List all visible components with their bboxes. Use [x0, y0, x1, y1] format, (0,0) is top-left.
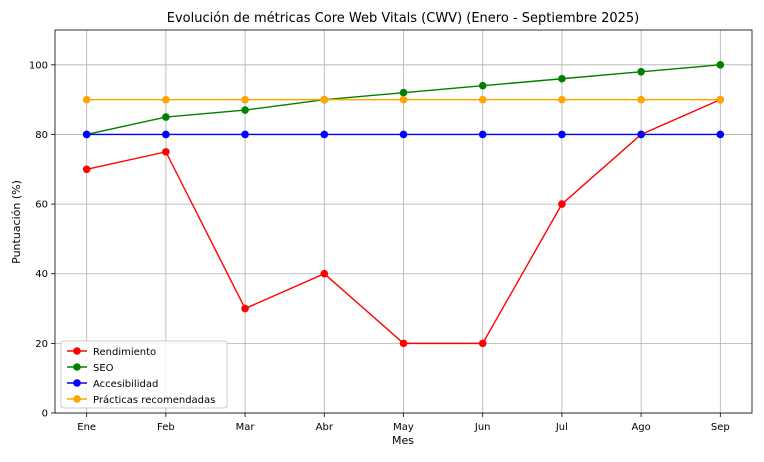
- x-tick-label: Jun: [474, 422, 491, 433]
- data-point: [241, 304, 249, 313]
- x-tick-label: Ago: [631, 422, 650, 433]
- y-tick-label: 40: [35, 269, 48, 280]
- data-point: [558, 74, 566, 83]
- y-tick-label: 0: [42, 409, 48, 420]
- data-point: [637, 130, 645, 139]
- x-tick-label: Mar: [236, 422, 256, 433]
- legend-label: Accesibilidad: [93, 379, 158, 390]
- x-axis-label: Mes: [392, 434, 414, 447]
- legend-entry: Accesibilidad: [67, 379, 158, 390]
- legend-marker: [73, 379, 81, 387]
- y-tick-label: 60: [35, 200, 48, 211]
- data-point: [637, 67, 645, 76]
- data-point: [82, 130, 91, 139]
- legend-label: Prácticas recomendadas: [93, 394, 215, 406]
- legend-marker: [73, 347, 81, 355]
- legend-label: Rendimiento: [93, 347, 156, 358]
- data-point: [558, 200, 566, 208]
- legend-entry: SEO: [67, 363, 114, 374]
- x-tick-label: Ene: [77, 422, 96, 433]
- legend-entry: Rendimiento: [67, 347, 156, 358]
- data-point: [478, 81, 487, 90]
- data-point: [716, 130, 725, 139]
- y-tick-label: 20: [35, 339, 48, 350]
- data-point: [241, 95, 249, 104]
- data-point: [162, 130, 170, 139]
- series-prácticas-recomendadas: [82, 95, 725, 104]
- data-point: [320, 130, 329, 139]
- y-axis-label: Puntuación (%): [10, 180, 23, 264]
- series-group: [82, 61, 725, 348]
- data-point: [399, 339, 408, 348]
- legend-marker: [73, 395, 81, 403]
- series-accesibilidad: [82, 130, 725, 139]
- data-point: [399, 95, 408, 104]
- data-point: [478, 339, 487, 348]
- data-point: [478, 130, 487, 139]
- data-point: [399, 88, 408, 97]
- data-point: [399, 130, 408, 139]
- legend: Rendimiento SEO Accesibilidad Prácticas rec…: [60, 340, 228, 409]
- y-tick-label: 80: [35, 130, 48, 141]
- ticks: Ene Feb Mar Abr May Jun Jul Ago Sep 0 20 40 60 80 100: [29, 60, 730, 433]
- data-point: [241, 130, 249, 139]
- y-tick-label: 100: [29, 60, 48, 71]
- x-tick-label: Jul: [555, 422, 568, 433]
- legend-marker: [73, 363, 81, 371]
- data-point: [558, 130, 566, 139]
- x-tick-label: Feb: [157, 422, 175, 433]
- data-point: [320, 269, 329, 278]
- data-point: [320, 95, 329, 104]
- x-tick-label: May: [393, 422, 414, 433]
- data-point: [162, 95, 170, 104]
- legend-box: [60, 340, 228, 409]
- data-point: [558, 95, 566, 104]
- chart-title: Evolución de métricas Core Web Vitals (C…: [167, 11, 639, 26]
- legend-label: SEO: [93, 363, 114, 374]
- data-point: [716, 95, 725, 104]
- data-point: [82, 95, 91, 104]
- data-point: [82, 165, 91, 174]
- legend-entry: Prácticas recomendadas: [67, 394, 215, 406]
- data-point: [716, 61, 725, 69]
- x-tick-label: Abr: [316, 422, 334, 433]
- data-point: [241, 106, 249, 114]
- x-tick-label: Sep: [711, 422, 730, 433]
- data-point: [637, 95, 645, 104]
- data-point: [162, 148, 170, 156]
- data-point: [478, 95, 487, 104]
- data-point: [162, 113, 170, 121]
